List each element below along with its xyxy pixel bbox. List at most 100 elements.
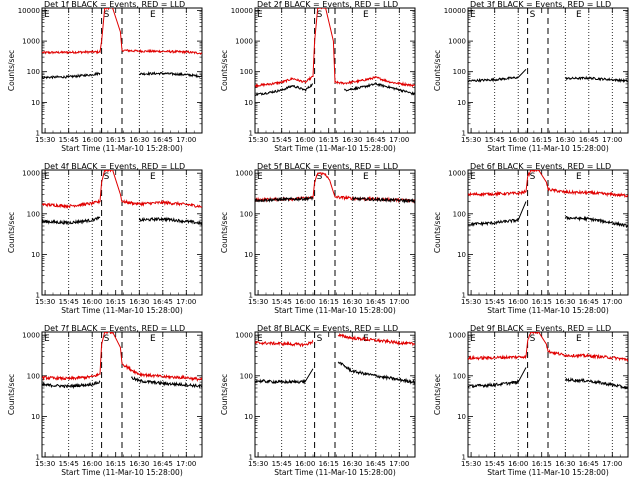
series-line	[255, 8, 415, 89]
x-tick-label: 15:45	[59, 298, 79, 306]
y-tick-label: 1	[462, 130, 466, 138]
marker-left-label: E	[44, 172, 50, 182]
x-axis-label: Start Time (11-Mar-10 15:28:00)	[274, 306, 396, 315]
y-axis-label: Counts/sec	[7, 50, 16, 91]
y-tick-label: 1	[249, 292, 253, 300]
marker-left-label: E	[257, 172, 263, 182]
x-tick-label: 16:00	[508, 136, 528, 144]
y-tick-label: 100	[27, 372, 40, 380]
marker-mid-label: S	[317, 10, 323, 20]
marker-mid-label: S	[317, 334, 323, 344]
y-axis-label: Counts/sec	[433, 374, 442, 415]
y-tick-label: 10000	[444, 7, 466, 15]
marker-mid-label: S	[317, 172, 323, 182]
y-tick-label: 10000	[231, 7, 253, 15]
marker-mid-label: S	[530, 334, 536, 344]
panel-title: Det 3f BLACK = Events, RED = LLD	[470, 0, 611, 9]
y-tick-label: 1000	[22, 170, 40, 178]
y-tick-label: 100	[240, 210, 253, 218]
y-tick-label: 1	[36, 454, 40, 462]
marker-right-label: E	[150, 334, 156, 344]
y-tick-label: 1	[36, 292, 40, 300]
y-tick-label: 10	[457, 99, 466, 107]
y-tick-label: 100	[27, 210, 40, 218]
x-tick-label: 15:30	[35, 460, 55, 468]
y-tick-label: 10	[31, 413, 40, 421]
x-axis-label: Start Time (11-Mar-10 15:28:00)	[487, 468, 609, 477]
panel-title: Det 9f BLACK = Events, RED = LLD	[470, 324, 611, 333]
x-tick-label: 17:00	[176, 136, 196, 144]
x-tick-label: 16:00	[508, 298, 528, 306]
x-tick-label: 15:45	[272, 136, 292, 144]
x-tick-label: 16:15	[319, 460, 339, 468]
x-tick-label: 16:45	[366, 298, 386, 306]
series-line	[255, 332, 415, 348]
x-tick-label: 16:00	[295, 460, 315, 468]
x-tick-label: 15:45	[59, 136, 79, 144]
y-axis-label: Counts/sec	[433, 50, 442, 91]
y-tick-label: 1000	[448, 38, 466, 46]
x-tick-label: 16:15	[106, 136, 126, 144]
y-tick-label: 1	[249, 454, 253, 462]
x-tick-label: 16:15	[532, 298, 552, 306]
x-tick-label: 16:15	[532, 136, 552, 144]
panel-title: Det 7f BLACK = Events, RED = LLD	[44, 324, 185, 333]
x-tick-label: 16:15	[532, 460, 552, 468]
x-tick-label: 16:30	[342, 136, 362, 144]
x-tick-label: 16:45	[153, 136, 173, 144]
x-tick-label: 15:30	[35, 298, 55, 306]
series-line	[468, 201, 628, 229]
panel-title: Det 5f BLACK = Events, RED = LLD	[257, 162, 398, 171]
x-tick-label: 16:00	[82, 136, 102, 144]
y-tick-label: 10	[31, 251, 40, 259]
x-tick-label: 16:00	[295, 298, 315, 306]
x-tick-label: 15:30	[461, 460, 481, 468]
panel-title: Det 6f BLACK = Events, RED = LLD	[470, 162, 611, 171]
series-line	[468, 367, 628, 390]
marker-mid-label: S	[530, 172, 536, 182]
y-tick-label: 1000	[448, 332, 466, 340]
x-tick-label: 17:00	[176, 298, 196, 306]
x-axis-label: Start Time (11-Mar-10 15:28:00)	[274, 144, 396, 153]
x-tick-label: 15:45	[485, 460, 505, 468]
series-line	[255, 195, 415, 204]
series-line	[255, 82, 415, 97]
x-tick-label: 15:30	[248, 298, 268, 306]
y-axis-label: Counts/sec	[7, 374, 16, 415]
y-tick-label: 100	[453, 68, 466, 76]
marker-right-label: E	[576, 172, 582, 182]
x-tick-label: 15:45	[485, 136, 505, 144]
marker-left-label: E	[44, 334, 50, 344]
y-tick-label: 1	[462, 292, 466, 300]
x-tick-label: 15:30	[35, 136, 55, 144]
x-axis-label: Start Time (11-Mar-10 15:28:00)	[487, 144, 609, 153]
x-tick-label: 16:30	[555, 460, 575, 468]
y-tick-label: 100	[240, 372, 253, 380]
marker-right-label: E	[576, 10, 582, 20]
x-tick-label: 16:30	[555, 136, 575, 144]
y-tick-label: 10	[457, 413, 466, 421]
y-tick-label: 1	[462, 454, 466, 462]
marker-left-label: E	[470, 10, 476, 20]
y-tick-label: 10	[457, 251, 466, 259]
x-tick-label: 16:00	[82, 460, 102, 468]
y-tick-label: 1000	[22, 38, 40, 46]
y-axis-label: Counts/sec	[220, 212, 229, 253]
panel-title: Det 4f BLACK = Events, RED = LLD	[44, 162, 185, 171]
x-tick-label: 17:00	[389, 460, 409, 468]
x-tick-label: 16:45	[153, 460, 173, 468]
series-line	[42, 375, 202, 390]
x-tick-label: 16:30	[129, 298, 149, 306]
marker-right-label: E	[363, 172, 369, 182]
x-tick-label: 15:30	[461, 298, 481, 306]
x-tick-label: 17:00	[602, 136, 622, 144]
series-line	[468, 68, 628, 84]
x-tick-label: 17:00	[602, 298, 622, 306]
y-tick-label: 1	[249, 130, 253, 138]
x-tick-label: 16:45	[579, 298, 599, 306]
